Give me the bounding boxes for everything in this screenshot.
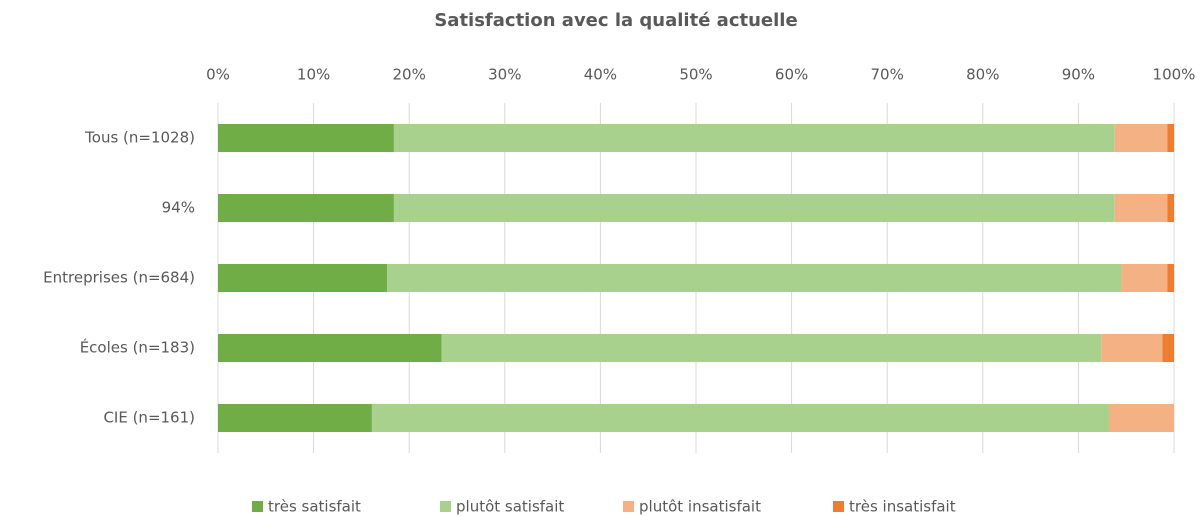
bar-segment bbox=[218, 124, 394, 152]
x-tick-label: 20% bbox=[393, 66, 426, 84]
y-tick-label: Entreprises (n=684) bbox=[43, 269, 195, 287]
legend-label: très insatisfait bbox=[849, 498, 956, 516]
bar-segment bbox=[218, 334, 442, 362]
bar-segment bbox=[1121, 264, 1168, 292]
legend-label: très satisfait bbox=[268, 498, 361, 516]
legend-label: plutôt insatisfait bbox=[639, 498, 761, 516]
x-tick-label: 10% bbox=[297, 66, 330, 84]
bar-segment bbox=[1101, 334, 1163, 362]
x-tick-label: 100% bbox=[1153, 66, 1196, 84]
legend-swatch bbox=[252, 501, 263, 512]
bar-segment bbox=[393, 194, 1115, 222]
x-tick-label: 60% bbox=[775, 66, 808, 84]
x-tick-label: 70% bbox=[871, 66, 904, 84]
chart-title: Satisfaction avec la qualité actuelle bbox=[434, 10, 797, 31]
y-tick-label: Écoles (n=183) bbox=[80, 338, 195, 357]
legend-swatch bbox=[623, 501, 634, 512]
bar-segment bbox=[1108, 404, 1174, 432]
bar-segment bbox=[1114, 194, 1168, 222]
bar-segment bbox=[393, 124, 1115, 152]
legend-label: plutôt satisfait bbox=[456, 498, 564, 516]
x-tick-label: 0% bbox=[206, 66, 230, 84]
y-tick-label: Tous (n=1028) bbox=[84, 129, 195, 147]
bar-segment bbox=[218, 404, 372, 432]
x-tick-label: 50% bbox=[679, 66, 712, 84]
x-tick-label: 90% bbox=[1062, 66, 1095, 84]
y-tick-label: CIE (n=161) bbox=[103, 409, 195, 427]
bar-segment bbox=[371, 404, 1109, 432]
legend-swatch bbox=[833, 501, 844, 512]
bar-segment bbox=[1114, 124, 1168, 152]
x-tick-label: 30% bbox=[488, 66, 521, 84]
y-tick-label: 94% bbox=[162, 199, 195, 217]
bar-segment bbox=[387, 264, 1122, 292]
bar-segment bbox=[1167, 264, 1174, 292]
bar-segment bbox=[1167, 124, 1174, 152]
bar-segment bbox=[218, 264, 388, 292]
bar-segment bbox=[1167, 194, 1174, 222]
bar-segment bbox=[441, 334, 1102, 362]
x-tick-label: 80% bbox=[966, 66, 999, 84]
x-tick-label: 40% bbox=[584, 66, 617, 84]
bar-segment bbox=[218, 194, 394, 222]
bar-segment bbox=[1162, 334, 1174, 362]
legend-swatch bbox=[440, 501, 451, 512]
